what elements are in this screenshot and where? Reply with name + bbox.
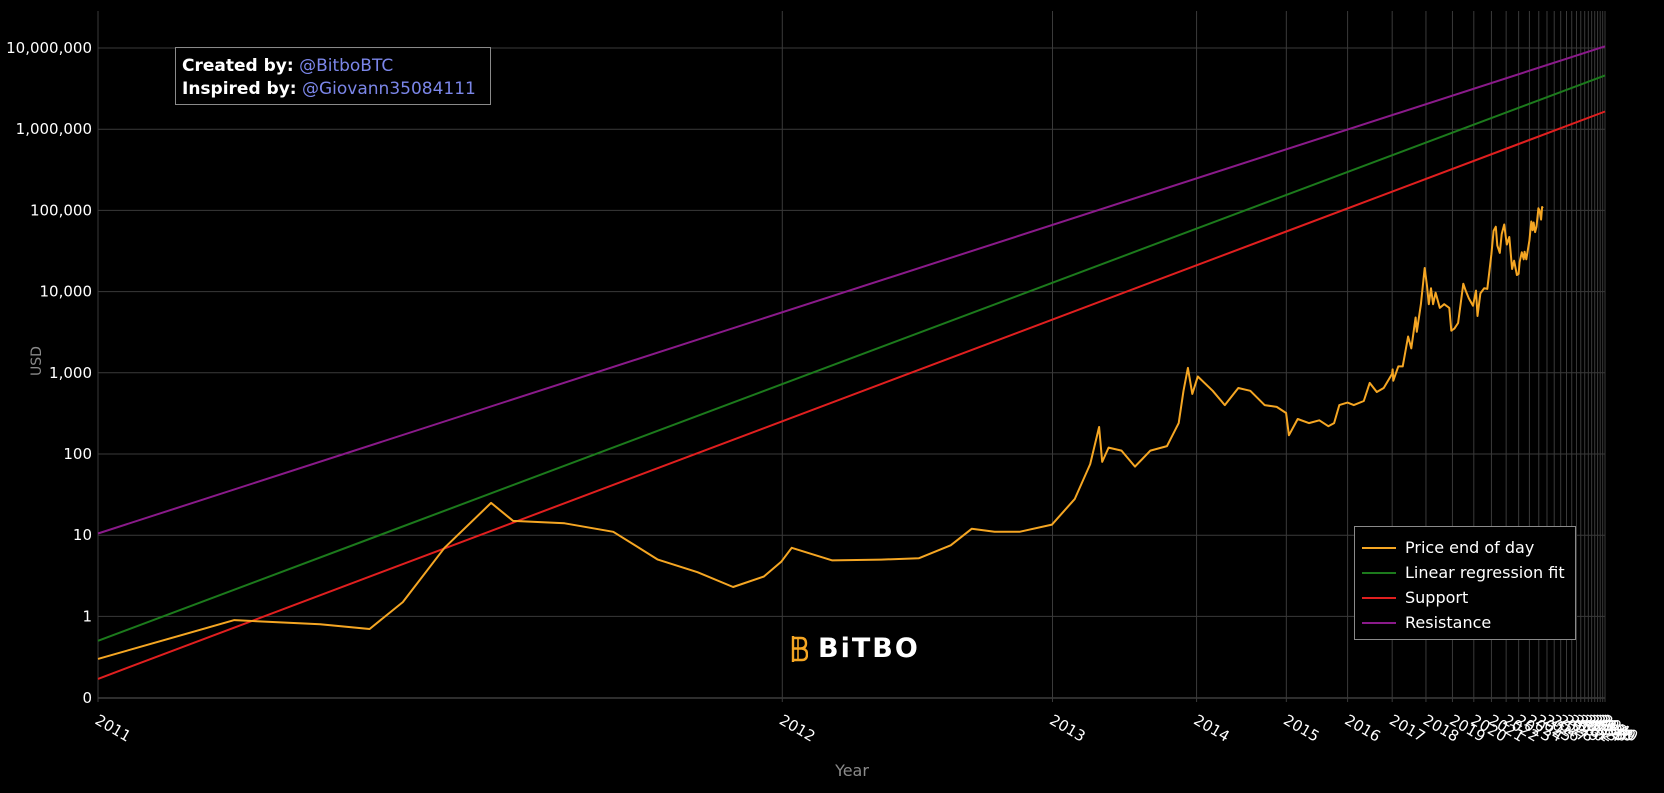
legend-swatch-regression [1362, 571, 1396, 574]
x-tick-label: 2017 [1386, 711, 1428, 746]
x-axis-title: Year [834, 761, 869, 780]
credit-inspired-row: Inspired by: @Giovann35084111 [182, 78, 490, 101]
credit-created-link[interactable]: @BitboBTC [299, 56, 394, 76]
legend-swatch-support [1362, 596, 1396, 599]
credit-created-row: Created by: @BitboBTC [182, 55, 490, 78]
legend-label-price: Price end of day [1405, 538, 1535, 557]
y-tick-label: 0 [82, 689, 92, 707]
legend-item-regression[interactable]: Linear regression fit [1362, 560, 1575, 585]
series-layer [97, 45, 1606, 680]
legend-swatch-resistance [1362, 621, 1396, 624]
legend-item-resistance[interactable]: Resistance [1362, 610, 1575, 635]
legend-label-regression: Linear regression fit [1405, 563, 1565, 582]
y-tick-label: 100,000 [30, 201, 92, 219]
series-resistance [97, 45, 1606, 535]
legend-label-resistance: Resistance [1405, 613, 1492, 632]
x-tick-label: 2013 [1047, 711, 1089, 746]
series-support [97, 110, 1606, 680]
x-tick-label: 2011 [92, 711, 134, 746]
legend-swatch-price [1362, 546, 1396, 549]
y-tick-labels: 0 1 10 100 1,000 10,000 100,000 1,000,000 10,000… [6, 39, 92, 707]
y-tick-label: 100 [63, 445, 92, 463]
series-price-end-of-day [97, 206, 1544, 660]
credit-inspired-link[interactable]: @Giovann35084111 [302, 79, 476, 99]
credit-inspired-label: Inspired by: [182, 79, 297, 99]
y-tick-label: 1,000,000 [16, 120, 92, 138]
legend-item-support[interactable]: Support [1362, 585, 1575, 610]
chart-legend: Price end of day Linear regression fit S… [1354, 526, 1576, 640]
x-tick-label: 2014 [1191, 711, 1233, 746]
series-linear-regression-fit [97, 74, 1606, 642]
y-tick-label: 10,000 [40, 283, 93, 301]
x-tick-label: 2015 [1280, 711, 1322, 746]
legend-label-support: Support [1405, 588, 1469, 607]
legend-item-price[interactable]: Price end of day [1362, 535, 1575, 560]
x-tick-labels: 2011 2012 2013 2014 2015 2016 2017201820192020… [92, 711, 1641, 746]
credits-box: Created by: @BitboBTC Inspired by: @Giov… [175, 47, 491, 105]
y-tick-label: 10 [73, 526, 92, 544]
x-tick-label: 2012 [776, 711, 818, 746]
bitbo-logo: BiTBO [790, 633, 920, 664]
y-tick-label: 10,000,000 [6, 39, 92, 57]
y-axis-title: USD [29, 346, 45, 376]
y-tick-label: 1 [82, 607, 92, 625]
bitbo-logo-icon [791, 635, 808, 662]
bitbo-logo-text: BiTBO [818, 633, 920, 664]
y-tick-label: 1,000 [49, 364, 92, 382]
x-tick-label: 2016 [1342, 711, 1384, 746]
credit-created-label: Created by: [182, 56, 294, 76]
